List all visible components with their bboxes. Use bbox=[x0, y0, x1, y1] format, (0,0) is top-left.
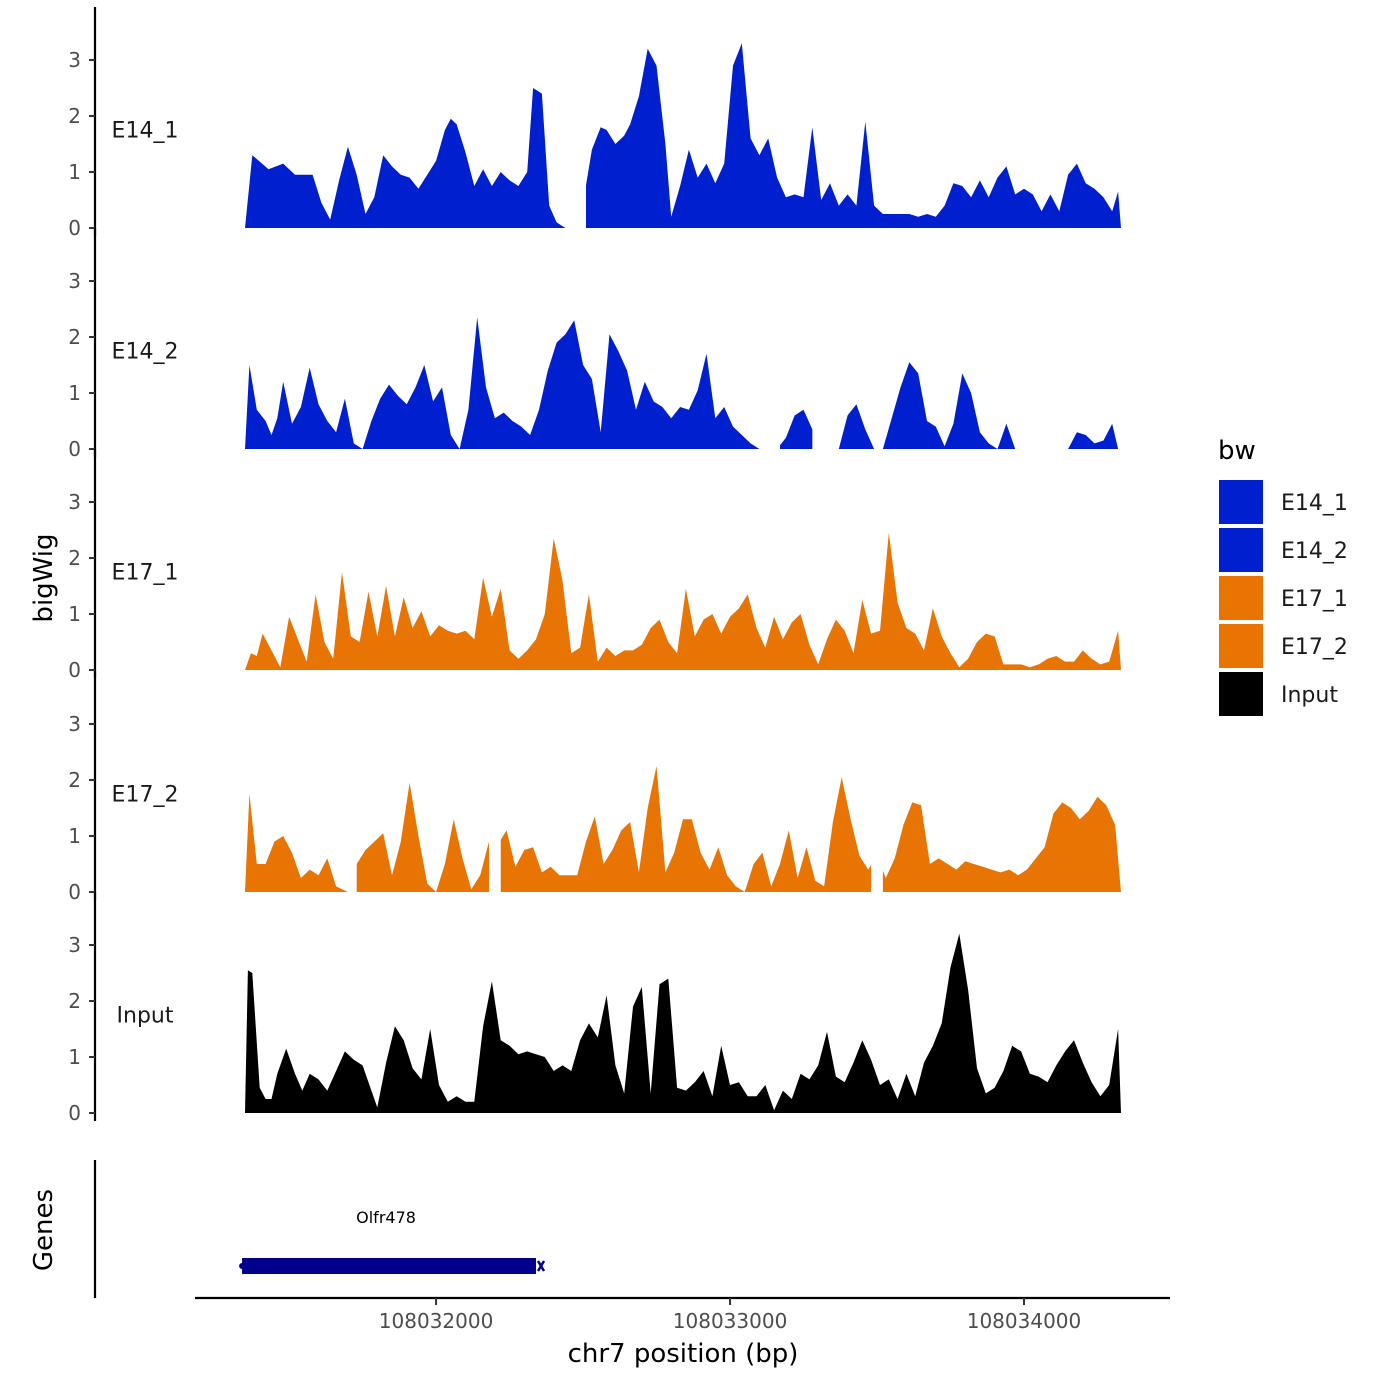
y-tick-label: 0 bbox=[68, 437, 81, 461]
y-tick-label: 3 bbox=[68, 269, 81, 293]
gene-end-marker bbox=[538, 1261, 544, 1271]
coverage-tracks: E14_1 E14_2 E17_1 E17_2 Input bbox=[112, 32, 1121, 1113]
y-tick-label: 3 bbox=[68, 933, 81, 957]
coverage-area-Input bbox=[245, 934, 1121, 1113]
track-E17_1: E17_1 bbox=[112, 533, 1121, 670]
y-tick-label: 1 bbox=[68, 160, 81, 184]
legend-swatch bbox=[1219, 672, 1263, 716]
legend-items: E14_1 E14_2 E17_1 E17_2 Input bbox=[1219, 480, 1348, 716]
track-label: E17_2 bbox=[112, 782, 179, 807]
x-tick-label: 108034000 bbox=[967, 1309, 1082, 1333]
coverage-gap bbox=[489, 696, 501, 894]
coverage-area-E14_1 bbox=[245, 43, 1121, 228]
y-tick-label: 3 bbox=[68, 48, 81, 72]
y-tick-label: 0 bbox=[68, 1101, 81, 1125]
y-tick-label: 2 bbox=[68, 768, 81, 792]
y-tick-label: 1 bbox=[68, 1045, 81, 1069]
legend-swatch bbox=[1219, 480, 1263, 524]
x-tick-label: 108033000 bbox=[673, 1309, 788, 1333]
x-axis: 108032000 108033000 108034000 bbox=[195, 1298, 1170, 1333]
y-axis-title: bigWig bbox=[29, 533, 59, 622]
y-tick-label: 0 bbox=[68, 880, 81, 904]
coverage-gap bbox=[812, 253, 821, 451]
gene-items: Olfr478 bbox=[239, 1208, 544, 1274]
coverage-gap bbox=[568, 32, 586, 230]
track-label: E17_1 bbox=[112, 560, 179, 585]
track-label: E14_1 bbox=[112, 118, 179, 143]
gene-body bbox=[242, 1258, 536, 1274]
y-tick-label: 3 bbox=[68, 490, 81, 514]
x-tick-label: 108032000 bbox=[379, 1309, 494, 1333]
y-tick-label: 2 bbox=[68, 546, 81, 570]
legend-label: Input bbox=[1281, 683, 1338, 708]
y-tick-label: 0 bbox=[68, 658, 81, 682]
genes-panel-title: Genes bbox=[29, 1189, 59, 1271]
legend-title: bw bbox=[1218, 436, 1256, 466]
coverage-gap bbox=[871, 696, 883, 894]
genes-panel: Genes Olfr478 bbox=[29, 1160, 544, 1298]
coverage-area-E17_1 bbox=[245, 533, 1121, 670]
legend-label: E14_2 bbox=[1281, 539, 1348, 564]
y-tick-label: 2 bbox=[68, 989, 81, 1013]
y-tick-label: 2 bbox=[68, 325, 81, 349]
legend-swatch bbox=[1219, 528, 1263, 572]
track-label: Input bbox=[117, 1003, 174, 1028]
y-tick-label: 0 bbox=[68, 216, 81, 240]
track-E17_2: E17_2 bbox=[112, 696, 1121, 894]
y-tick-label: 2 bbox=[68, 104, 81, 128]
track-Input: Input bbox=[117, 934, 1121, 1113]
track-E14_1: E14_1 bbox=[112, 32, 1121, 230]
track-label: E14_2 bbox=[112, 339, 179, 364]
y-tick-label: 1 bbox=[68, 381, 81, 405]
coverage-gap bbox=[759, 253, 780, 451]
gene-start-marker bbox=[239, 1263, 245, 1269]
coverage-area-E14_2 bbox=[245, 317, 1118, 449]
y-tick-label: 3 bbox=[68, 712, 81, 736]
x-axis-title: chr7 position (bp) bbox=[568, 1339, 799, 1369]
legend-label: E17_2 bbox=[1281, 635, 1348, 660]
coverage-gap bbox=[348, 696, 357, 894]
bigwig-coverage-chart: E14_1 E14_2 E17_1 E17_2 Input 0 1 2 3 0 1 2 3 0 1 2 3 0 1… bbox=[0, 0, 1400, 1400]
legend-label: E14_1 bbox=[1281, 491, 1348, 516]
legend: bw E14_1 E14_2 E17_1 E17_2 Input bbox=[1218, 436, 1348, 716]
coverage-area-E17_2 bbox=[245, 766, 1121, 892]
y-axis-ticks: 0 1 2 3 0 1 2 3 0 1 2 3 0 1 2 3 0 1 2 3 bbox=[68, 7, 95, 1125]
legend-swatch bbox=[1219, 576, 1263, 620]
legend-label: E17_1 bbox=[1281, 587, 1348, 612]
y-tick-label: 1 bbox=[68, 602, 81, 626]
legend-swatch bbox=[1219, 624, 1263, 668]
track-E14_2: E14_2 bbox=[112, 253, 1119, 451]
gene-label: Olfr478 bbox=[356, 1208, 416, 1227]
y-tick-label: 1 bbox=[68, 824, 81, 848]
